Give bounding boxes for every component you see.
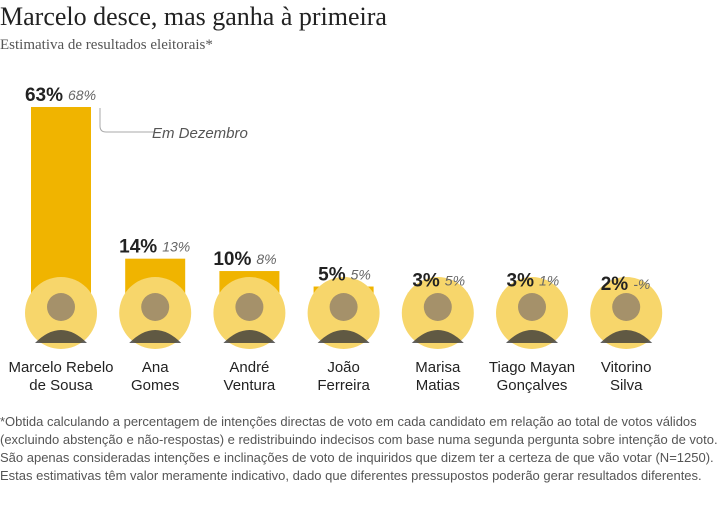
chart-title: Marcelo desce, mas ganha à primeira [0,2,387,31]
category-label: Gonçalves [497,377,568,394]
previous-value-label: 8% [256,251,276,267]
value-label: 3% [412,271,440,292]
previous-value-label: 5% [445,273,465,289]
previous-value-label: 1% [539,273,559,289]
previous-value-label: -% [633,276,650,292]
category-label: Vitorino [601,359,652,376]
avatar-head [329,293,358,321]
value-label: 5% [318,265,346,286]
avatar-shoulders [411,330,464,343]
bar [31,107,91,302]
category-label: Gomes [131,377,179,394]
avatar-shoulders [129,330,182,343]
value-label: 14% [119,237,157,258]
category-label: de Sousa [29,377,93,394]
category-label: Silva [610,377,643,394]
avatar-head [141,293,170,321]
previous-value-label: 68% [68,87,96,103]
avatar-head [47,293,75,321]
avatar-shoulders [317,330,370,343]
value-label: 63% [25,85,63,106]
value-label: 3% [507,271,535,292]
category-label: Matias [416,377,460,394]
category-label: Tiago Mayan [489,359,575,376]
category-label: Ventura [224,377,276,394]
category-label: Ana [142,359,169,376]
avatar-shoulders [223,330,276,343]
category-label: André [229,359,269,376]
category-label: João [327,359,360,376]
avatar-head [423,293,452,321]
avatar-head [612,293,641,321]
avatar-head [235,293,264,321]
previous-value-label: 5% [351,267,371,283]
value-label: 2% [601,274,629,295]
footnote: *Obtida calculando a percentagem de inte… [0,414,718,483]
category-label: Marisa [415,359,461,376]
chart-subtitle: Estimativa de resultados eleitorais* [0,37,213,53]
category-label: Ferreira [317,377,370,394]
value-label: 10% [213,249,251,270]
annotation-line [99,108,154,133]
annotation-label: Em Dezembro [152,125,248,142]
avatar-head [518,293,546,321]
avatar-shoulders [35,330,87,343]
category-label: Marcelo Rebelo [8,359,113,376]
avatar-shoulders [506,330,558,343]
avatar-shoulders [600,330,653,343]
previous-value-label: 13% [162,239,190,255]
